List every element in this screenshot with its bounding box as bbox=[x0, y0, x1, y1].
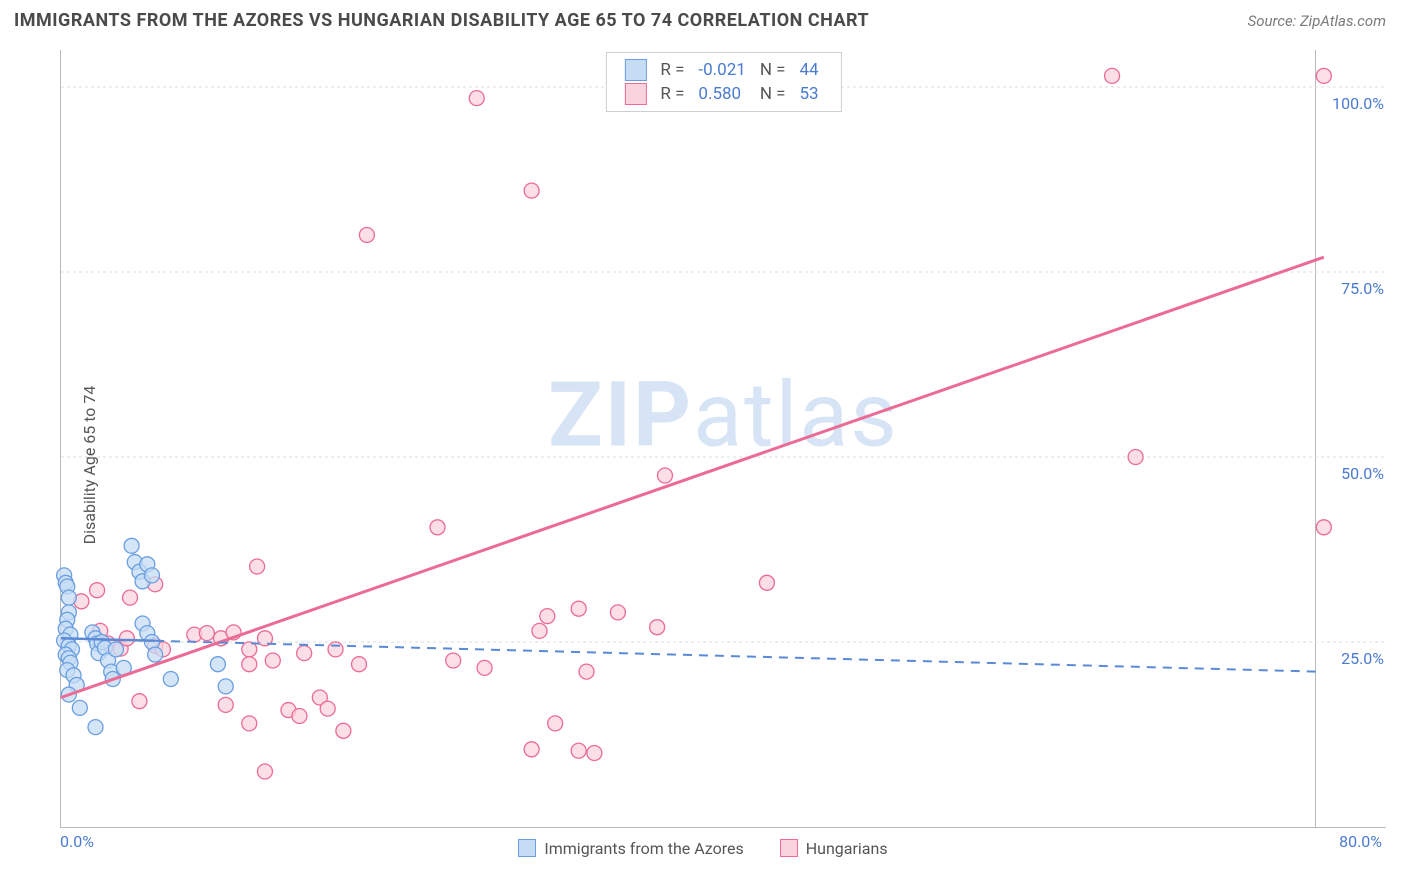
svg-text:25.0%: 25.0% bbox=[1341, 649, 1384, 668]
plot-svg: 25.0% 50.0% 75.0% 100.0% bbox=[61, 50, 1386, 827]
legend-label-b: Hungarians bbox=[806, 839, 888, 858]
svg-text:75.0%: 75.0% bbox=[1341, 279, 1384, 298]
svg-text:50.0%: 50.0% bbox=[1341, 464, 1384, 483]
legend-label-a: Immigrants from the Azores bbox=[544, 839, 743, 858]
plot-region: ZIPatlas 25.0%50.0%75.0%100.0% R =-0.021… bbox=[60, 50, 1386, 828]
stats-row-b: R =0.580 N =53 bbox=[618, 83, 824, 105]
legend-item-b: Hungarians bbox=[780, 839, 888, 858]
swatch-a bbox=[624, 59, 646, 81]
n-value-b: 53 bbox=[794, 83, 825, 105]
stats-row-a: R =-0.021 N =44 bbox=[618, 59, 824, 81]
chart-title: IMMIGRANTS FROM THE AZORES VS HUNGARIAN … bbox=[14, 10, 869, 31]
legend-swatch-a bbox=[518, 839, 536, 857]
legend-swatch-b bbox=[780, 839, 798, 857]
r-value-a: -0.021 bbox=[692, 59, 751, 81]
n-value-a: 44 bbox=[794, 59, 825, 81]
bottom-legend: Immigrants from the Azores Hungarians bbox=[14, 839, 1392, 858]
r-value-b: 0.580 bbox=[692, 83, 751, 105]
stats-legend: R =-0.021 N =44 R =0.580 N =53 bbox=[605, 52, 841, 112]
swatch-b bbox=[624, 83, 646, 105]
legend-item-a: Immigrants from the Azores bbox=[518, 839, 743, 858]
svg-text:100.0%: 100.0% bbox=[1332, 94, 1384, 113]
chart-area: Disability Age 65 to 74 ZIPatlas 25.0%50… bbox=[14, 46, 1392, 884]
source-label: Source: ZipAtlas.com bbox=[1248, 12, 1386, 30]
